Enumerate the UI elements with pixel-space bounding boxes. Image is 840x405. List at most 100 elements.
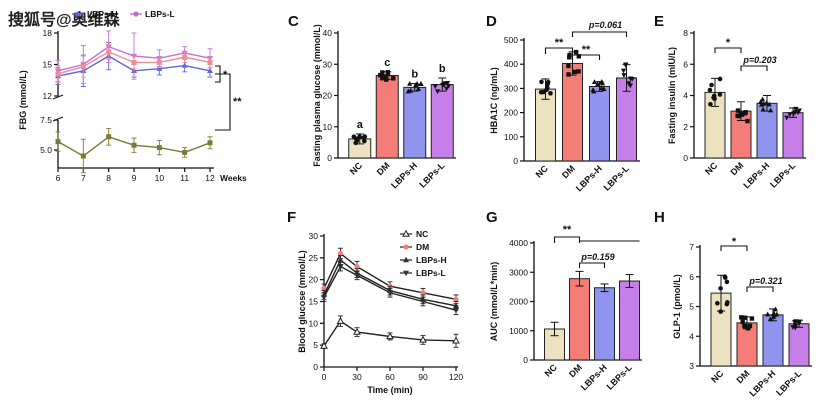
- x-axis-label-F: Time (min): [367, 385, 412, 395]
- x-tick-label-B: 6: [56, 173, 61, 183]
- y-tick-label-D: 500: [504, 35, 518, 45]
- x-tick-label-C: DM: [375, 160, 392, 177]
- y-tick-label-C: 40: [323, 28, 333, 38]
- sig-label-H: *: [732, 236, 737, 248]
- data-point-C-NC: [354, 136, 359, 142]
- y-tick-label-H: 5: [689, 302, 694, 312]
- panel-label-E: E: [654, 13, 664, 30]
- data-point-C-LBPs-H: [408, 87, 414, 93]
- legend-label-F-NC: NC: [416, 229, 428, 239]
- data-point-F-LBPs-H: [337, 256, 344, 263]
- data-point-H-LBPs-L: [792, 325, 798, 331]
- legend-marker-F-NC: [402, 229, 410, 237]
- data-point-D-DM: [572, 69, 578, 75]
- x-tick-label-D: DM: [560, 163, 577, 180]
- data-point-D-LBPs-H: [599, 80, 606, 86]
- data-point-B-LBPs-H: [207, 67, 213, 73]
- sig-label-D: **: [582, 44, 591, 56]
- y-tick-label-F: 30: [309, 231, 319, 241]
- data-point-E-LBPs-H: [758, 101, 765, 107]
- x-tick-label-F: 120: [449, 372, 463, 382]
- y-tick-label-F: 15: [309, 297, 319, 307]
- data-point-E-LBPs-L: [790, 111, 797, 117]
- legend-marker-F-LBPs-H: [403, 256, 409, 263]
- legend-label-F-LBPs-H: LBPs-H: [416, 255, 447, 265]
- bar-H-LBPs-H: [762, 314, 784, 367]
- legend-label-F-DM: DM: [416, 242, 429, 252]
- data-point-F-DM: [453, 296, 459, 302]
- data-point-F-NC: [320, 341, 328, 349]
- bar-C-LBPs-L: [430, 84, 454, 159]
- y-tick-label-E: 8: [683, 28, 688, 38]
- data-point-C-DM: [385, 72, 391, 77]
- x-tick-label-H: DM: [734, 368, 751, 385]
- y-axis-label-F: Blood glucose (mmol/L): [297, 250, 307, 353]
- bar-C-DM: [375, 75, 399, 159]
- y-tick-label-F: 0: [313, 362, 318, 372]
- sig-bracket-E: [714, 47, 742, 53]
- data-point-D-NC: [545, 79, 551, 85]
- bar-D-LBPs-H: [589, 85, 610, 162]
- data-point-C-DM: [378, 72, 383, 78]
- x-tick-label-G: DM: [567, 362, 584, 379]
- panel-label-D: D: [486, 13, 497, 30]
- sig-bracket-G: [578, 262, 606, 268]
- data-point-C-DM: [380, 70, 385, 75]
- data-point-B-NC: [80, 153, 86, 159]
- y-tick-label-F: 10: [309, 318, 319, 328]
- data-point-H-NC: [715, 300, 720, 306]
- data-point-B-DM: [156, 59, 162, 65]
- sig-bracket-B: [215, 73, 231, 131]
- x-tick-label-B: 11: [180, 173, 189, 183]
- data-point-F-LBPs-H: [453, 302, 459, 309]
- y-tick-label-B: 7.5: [40, 115, 52, 125]
- sig-bracket-G: [553, 236, 581, 243]
- y-tick-label-E: 6: [683, 59, 688, 69]
- data-point-D-DM: [573, 49, 579, 55]
- p-value-D: p=0.061: [588, 20, 622, 30]
- y-tick-label-E: 4: [683, 91, 688, 101]
- data-point-E-LBPs-H: [759, 96, 766, 102]
- x-tick-label-B: 9: [132, 173, 137, 183]
- sig-bracket-H: [720, 245, 748, 251]
- panel-label-G: G: [486, 209, 498, 226]
- x-tick-label-D: LBPs-H: [574, 163, 604, 193]
- x-tick-label-E: LBPs-L: [768, 160, 798, 190]
- data-point-D-DM: [566, 63, 571, 69]
- legend-marker-B-LBPs-L: [133, 11, 139, 17]
- data-point-D-DM: [567, 52, 572, 58]
- data-point-H-DM: [749, 316, 755, 321]
- data-point-D-LBPs-L: [629, 76, 635, 82]
- y-tick-label-B: 5.0: [40, 145, 52, 155]
- data-point-B-LBPs-H: [181, 62, 188, 68]
- panel-label-C: C: [288, 13, 299, 30]
- data-point-E-LBPs-H: [763, 100, 770, 105]
- x-tick-label-F: 90: [418, 372, 428, 382]
- data-point-C-LBPs-L: [444, 80, 451, 86]
- data-point-D-DM: [567, 55, 572, 60]
- significance-letter-C: b: [439, 63, 446, 75]
- data-point-F-LBPs-L: [453, 308, 459, 314]
- y-tick-label-F: 5: [313, 340, 318, 350]
- data-point-C-LBPs-H: [418, 81, 424, 86]
- data-point-B-NC: [207, 140, 213, 146]
- data-point-D-LBPs-H: [591, 79, 598, 85]
- y-axis-label-B: FBG (mmol/L): [18, 70, 28, 130]
- y-tick-label-E: 0: [683, 153, 688, 163]
- data-point-C-DM: [391, 76, 396, 81]
- data-point-C-LBPs-H: [413, 82, 419, 88]
- data-point-H-NC: [718, 286, 723, 291]
- data-point-E-NC: [709, 82, 714, 88]
- significance-letter-C: b: [411, 69, 418, 81]
- data-point-E-NC: [712, 96, 717, 102]
- bar-G-LBPs-L: [619, 280, 640, 361]
- legend-label-B-LBPs-L: LBPs-L: [145, 9, 175, 19]
- bar-E-LBPs-L: [782, 112, 804, 159]
- data-point-E-LBPs-H: [766, 101, 772, 107]
- x-tick-label-F: 30: [352, 372, 362, 382]
- bar-G-LBPs-H: [594, 287, 615, 361]
- y-tick-label-F: 20: [309, 275, 319, 285]
- data-point-H-LBPs-H: [765, 311, 771, 317]
- y-tick-label-G: 1000: [509, 326, 528, 336]
